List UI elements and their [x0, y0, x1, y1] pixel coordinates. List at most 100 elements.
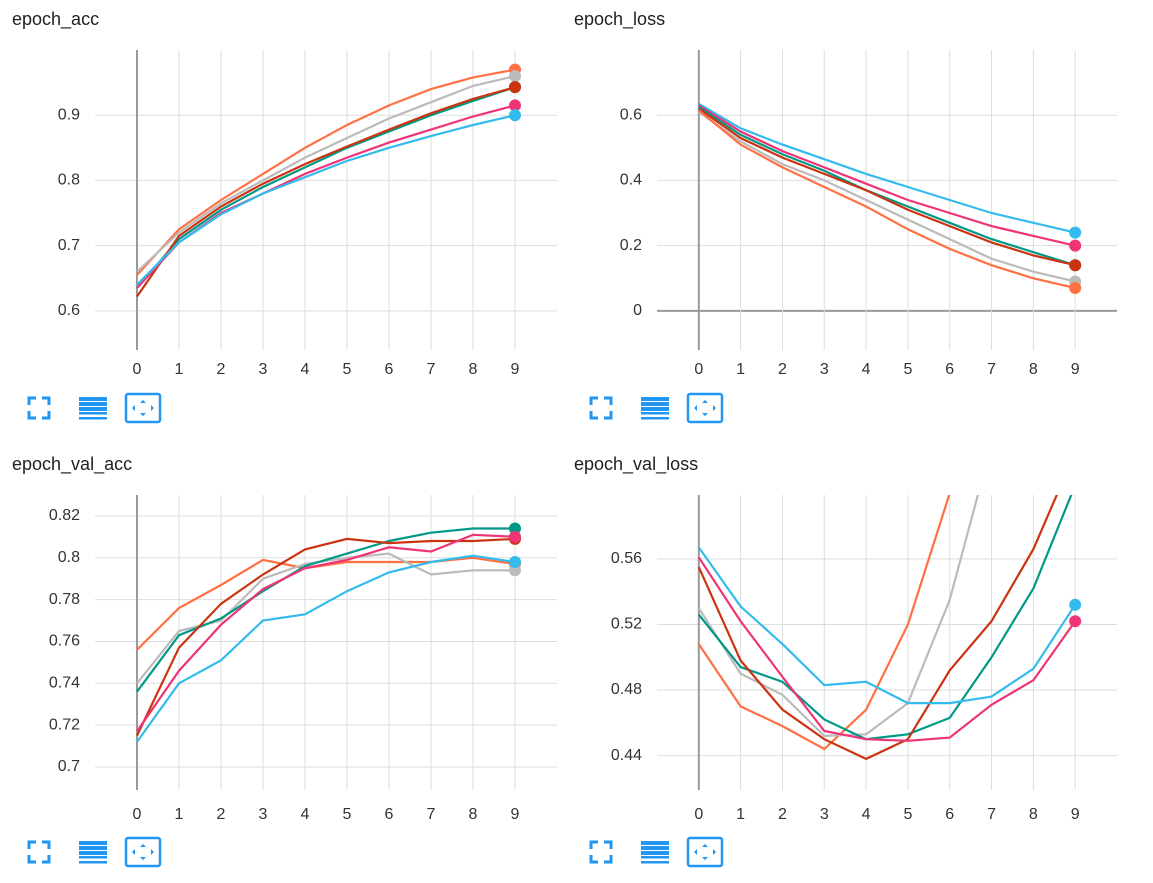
- series-line: [698, 107, 1076, 267]
- x-tick-label: 5: [343, 361, 352, 378]
- x-tick-label: 6: [945, 806, 954, 823]
- chart-title: epoch_val_acc: [12, 454, 132, 475]
- x-tick-label: 7: [987, 806, 996, 823]
- end-point: [1069, 282, 1082, 295]
- x-tick-label: 3: [820, 361, 829, 378]
- list-icon-line: [79, 861, 107, 864]
- series-line: [136, 86, 516, 298]
- series-line: [698, 104, 1076, 247]
- end-point: [509, 81, 521, 94]
- y-tick-label: 0.78: [49, 591, 80, 608]
- fit-icon-frame: [124, 836, 162, 868]
- fit-domain-button[interactable]: [124, 836, 162, 868]
- x-tick-label: 7: [427, 806, 436, 823]
- x-tick-label: 9: [511, 361, 520, 378]
- x-tick-label: 9: [1071, 361, 1080, 378]
- end-point: [1069, 615, 1082, 628]
- x-tick-label: 1: [175, 806, 184, 823]
- y-tick-label: 0.6: [620, 106, 642, 123]
- chart-toolbar: [589, 392, 724, 424]
- fullscreen-button[interactable]: [27, 396, 51, 420]
- list-icon-line: [79, 412, 107, 415]
- series-line: [697, 546, 1077, 705]
- end-point: [1069, 598, 1082, 611]
- plot-area: [698, 102, 1076, 290]
- end-point: [1069, 226, 1082, 239]
- series-line: [136, 75, 516, 273]
- y-tick-label: 0.56: [611, 550, 642, 567]
- y-tick-label: 0.48: [611, 681, 642, 698]
- y-tick-label: 0.7: [58, 758, 80, 775]
- data-table-button[interactable]: [79, 397, 107, 420]
- y-tick-label: 0.44: [611, 747, 642, 764]
- chart-title: epoch_loss: [574, 9, 665, 30]
- x-tick-label: 2: [217, 361, 226, 378]
- x-tick-label: 8: [469, 361, 478, 378]
- x-tick-label: 0: [694, 361, 703, 378]
- x-tick-label: 3: [259, 806, 268, 823]
- chart-panel: epoch_acc 0.6 0.7 0.8 0.9 0 1 2 3 4 5 6 7 8 9: [12, 9, 557, 378]
- chart-toolbar: [589, 836, 724, 868]
- data-table-button[interactable]: [641, 397, 669, 420]
- list-icon-line: [79, 407, 107, 411]
- list-icon-line: [641, 841, 669, 845]
- fit-domain-button[interactable]: [686, 836, 724, 868]
- x-tick-label: 8: [469, 806, 478, 823]
- data-table-button[interactable]: [79, 841, 107, 864]
- end-point: [509, 70, 521, 83]
- fit-domain-button[interactable]: [124, 392, 162, 424]
- x-tick-label: 2: [778, 806, 787, 823]
- list-icon-line: [79, 397, 107, 401]
- y-tick-label: 0.74: [49, 675, 80, 692]
- y-tick-label: 0.4: [620, 172, 642, 189]
- list-icon-line: [79, 841, 107, 845]
- fit-icon-arrows: [694, 400, 716, 416]
- list-icon-line: [641, 856, 669, 859]
- fit-icon-frame: [686, 836, 724, 868]
- list-icon-line: [641, 861, 669, 864]
- x-tick-label: 1: [736, 806, 745, 823]
- x-tick-label: 4: [862, 361, 871, 378]
- data-table-button[interactable]: [641, 841, 669, 864]
- x-tick-label: 5: [903, 361, 912, 378]
- fullscreen-button[interactable]: [589, 840, 613, 864]
- list-icon-line: [641, 407, 669, 411]
- fit-domain-button[interactable]: [686, 392, 724, 424]
- series-line: [697, 495, 1058, 761]
- end-point: [509, 522, 521, 535]
- end-point: [509, 99, 521, 112]
- y-tick-label: 0.2: [620, 237, 642, 254]
- series-line: [136, 554, 516, 743]
- x-tick-label: 4: [862, 806, 871, 823]
- list-icon-line: [79, 856, 107, 859]
- x-tick-label: 4: [301, 361, 310, 378]
- chart-panel: epoch_val_loss 0.44 0.48 0.52 0.56 0 1 2 3 4 5 6 7 8 9: [574, 454, 1117, 823]
- end-point: [509, 555, 521, 568]
- x-tick-label: 8: [1029, 806, 1038, 823]
- chart-panel: epoch_val_acc 0.7 0.72 0.74 0.76 0.78 0.8 0.82 0…: [12, 454, 557, 823]
- fit-icon-arrows: [132, 400, 154, 416]
- chart-title: epoch_val_loss: [574, 454, 698, 475]
- fit-icon-frame: [686, 392, 724, 424]
- series-line: [136, 533, 516, 733]
- plot-area: [136, 68, 516, 298]
- chart-title: epoch_acc: [12, 9, 99, 30]
- series-line: [136, 527, 515, 693]
- y-tick-label: 0.52: [611, 616, 642, 633]
- series-line: [697, 495, 951, 751]
- list-icon-line: [641, 412, 669, 415]
- list-icon-line: [641, 397, 669, 401]
- fullscreen-button[interactable]: [589, 396, 613, 420]
- series-line: [136, 552, 515, 684]
- fullscreen-button[interactable]: [27, 840, 51, 864]
- list-icon-line: [79, 417, 107, 420]
- y-tick-label: 0.8: [58, 172, 80, 189]
- series-line: [136, 537, 516, 737]
- x-tick-label: 9: [511, 806, 520, 823]
- y-tick-label: 0.72: [49, 716, 80, 733]
- list-icon-line: [641, 846, 669, 850]
- series-line: [698, 102, 1076, 234]
- x-tick-label: 7: [427, 361, 436, 378]
- x-tick-label: 3: [259, 361, 268, 378]
- x-tick-label: 5: [903, 806, 912, 823]
